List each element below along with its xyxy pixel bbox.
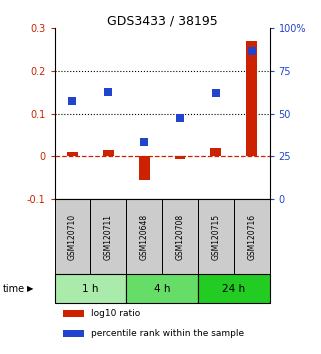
- Bar: [175, 156, 186, 159]
- Text: ▶: ▶: [27, 284, 34, 293]
- Text: 4 h: 4 h: [154, 284, 170, 294]
- Text: GSM120711: GSM120711: [104, 213, 113, 259]
- Point: [213, 90, 218, 96]
- Point: [142, 139, 147, 145]
- Text: 1 h: 1 h: [82, 284, 99, 294]
- Text: GSM120710: GSM120710: [68, 213, 77, 259]
- Text: GSM120716: GSM120716: [247, 213, 256, 259]
- Bar: [246, 41, 257, 156]
- Text: time: time: [3, 284, 25, 294]
- Point: [249, 48, 254, 53]
- Text: 24 h: 24 h: [222, 284, 245, 294]
- Text: GSM120715: GSM120715: [211, 213, 221, 259]
- Point: [106, 90, 111, 95]
- Bar: [67, 152, 78, 156]
- Bar: [55, 199, 91, 274]
- Title: GDS3433 / 38195: GDS3433 / 38195: [107, 14, 218, 27]
- Point: [70, 98, 75, 104]
- Bar: [126, 199, 162, 274]
- Text: GSM120648: GSM120648: [140, 213, 149, 259]
- Bar: [63, 310, 84, 317]
- Bar: [198, 199, 234, 274]
- Bar: [63, 330, 84, 337]
- Text: GSM120708: GSM120708: [176, 213, 185, 259]
- Bar: [234, 199, 270, 274]
- Bar: [103, 150, 114, 156]
- Bar: [211, 148, 221, 156]
- Bar: [198, 274, 270, 303]
- Text: log10 ratio: log10 ratio: [91, 309, 140, 318]
- Bar: [55, 274, 126, 303]
- Point: [178, 115, 183, 121]
- Bar: [126, 274, 198, 303]
- Bar: [91, 199, 126, 274]
- Bar: [139, 156, 150, 180]
- Bar: [162, 199, 198, 274]
- Text: percentile rank within the sample: percentile rank within the sample: [91, 329, 244, 338]
